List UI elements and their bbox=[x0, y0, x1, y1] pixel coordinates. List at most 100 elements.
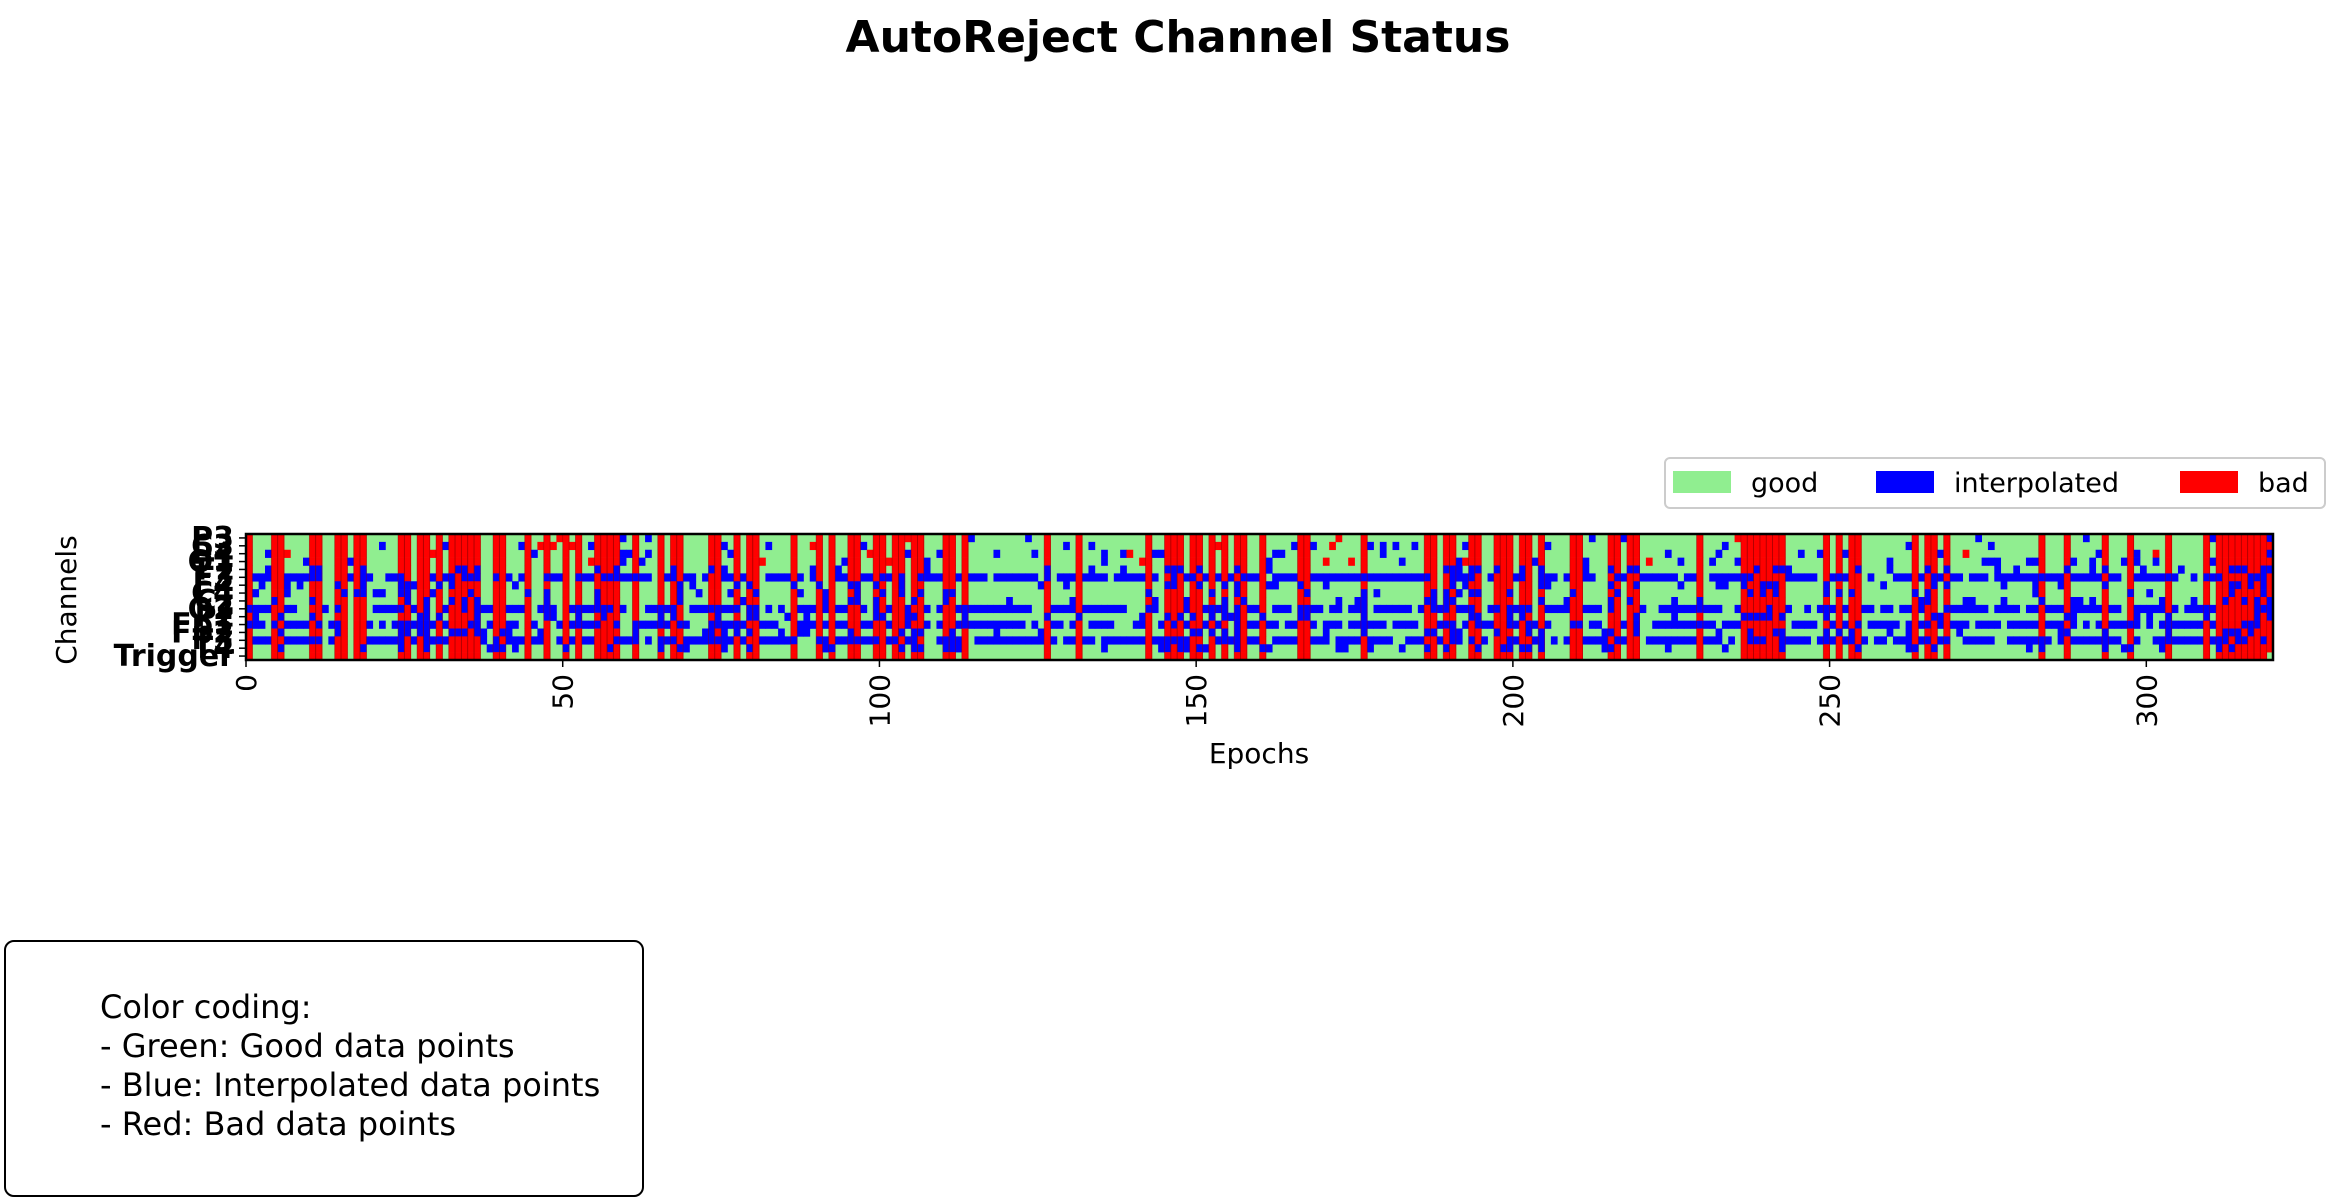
heatmap-cell-bad bbox=[271, 604, 279, 614]
heatmap-cell-interpolated bbox=[486, 644, 494, 653]
heatmap-cell-interpolated bbox=[1449, 573, 1457, 582]
heatmap-cell-bad bbox=[885, 557, 893, 566]
heatmap-cell-bad bbox=[2266, 644, 2274, 653]
heatmap-cell-interpolated bbox=[923, 573, 931, 582]
heatmap-cell-bad bbox=[455, 549, 462, 558]
heatmap-cell-interpolated bbox=[2025, 604, 2033, 614]
heatmap-cell-bad bbox=[746, 565, 754, 574]
heatmap-cell-interpolated bbox=[2177, 636, 2185, 645]
heatmap-cell-interpolated bbox=[911, 644, 918, 653]
heatmap-cell-interpolated bbox=[1246, 604, 1254, 614]
heatmap-cell-interpolated bbox=[645, 636, 652, 645]
heatmap-cell-bad bbox=[2247, 612, 2255, 621]
heatmap-cell-interpolated bbox=[1943, 581, 1951, 590]
heatmap-cell-bad bbox=[759, 557, 766, 566]
heatmap-cell-bad bbox=[1208, 597, 1216, 606]
heatmap-cell-bad bbox=[942, 604, 950, 614]
heatmap-cell-bad bbox=[873, 557, 880, 566]
heatmap-cell-bad bbox=[2222, 541, 2230, 551]
heatmap-cell-interpolated bbox=[531, 636, 538, 645]
heatmap-cell-bad bbox=[2241, 589, 2249, 598]
heatmap-cell-interpolated bbox=[1506, 644, 1514, 653]
heatmap-cell-interpolated bbox=[1405, 620, 1412, 629]
heatmap-cell-interpolated bbox=[974, 620, 982, 629]
heatmap-cell-interpolated bbox=[474, 604, 481, 614]
heatmap-cell-interpolated bbox=[1031, 620, 1039, 629]
heatmap-cell-bad bbox=[676, 565, 684, 574]
heatmap-cell-interpolated bbox=[1234, 644, 1241, 653]
heatmap-cell-bad bbox=[676, 549, 684, 558]
heatmap-cell-bad bbox=[1303, 597, 1311, 606]
heatmap-cell-interpolated bbox=[1804, 636, 1811, 645]
heatmap-cell-interpolated bbox=[1379, 604, 1387, 614]
heatmap-cell-bad bbox=[828, 597, 836, 606]
heatmap-cell-interpolated bbox=[423, 604, 431, 614]
heatmap-cell-interpolated bbox=[1943, 565, 1951, 574]
heatmap-cell-interpolated bbox=[2032, 557, 2040, 566]
heatmap-cell-bad bbox=[961, 549, 969, 558]
heatmap-cell-interpolated bbox=[2165, 628, 2173, 637]
heatmap-cell-interpolated bbox=[429, 636, 437, 645]
heatmap-cell-bad bbox=[1449, 604, 1457, 614]
heatmap-cell-interpolated bbox=[1880, 581, 1887, 590]
heatmap-cell-bad bbox=[2254, 557, 2261, 566]
heatmap-cell-interpolated bbox=[2266, 597, 2274, 606]
heatmap-cell-interpolated bbox=[271, 597, 279, 606]
heatmap-cell-bad bbox=[277, 620, 285, 629]
heatmap-cell-interpolated bbox=[708, 565, 716, 574]
heatmap-cell-bad bbox=[607, 541, 614, 551]
heatmap-cell-bad bbox=[1607, 636, 1615, 645]
heatmap-cell-interpolated bbox=[727, 573, 735, 582]
heatmap-cell-bad bbox=[246, 628, 253, 637]
heatmap-cell-interpolated bbox=[2006, 620, 2014, 629]
y-tick-label: Fp1 bbox=[171, 608, 234, 643]
heatmap-cell-interpolated bbox=[797, 604, 804, 614]
heatmap-cell-bad bbox=[816, 557, 823, 566]
heatmap-cell-bad bbox=[398, 565, 405, 574]
heatmap-cell-bad bbox=[543, 557, 551, 566]
heatmap-cell-bad bbox=[1569, 612, 1577, 621]
heatmap-cell-interpolated bbox=[1715, 573, 1723, 582]
heatmap-cell-bad bbox=[892, 534, 899, 543]
heatmap-cell-bad bbox=[277, 565, 285, 574]
heatmap-cell-bad bbox=[1854, 581, 1862, 590]
heatmap-cell-bad bbox=[2063, 549, 2071, 558]
heatmap-cell-interpolated bbox=[309, 636, 317, 645]
heatmap-cell-interpolated bbox=[1202, 620, 1210, 629]
heatmap-cell-bad bbox=[271, 565, 279, 574]
heatmap-cell-interpolated bbox=[1430, 604, 1438, 614]
heatmap-cell-bad bbox=[398, 549, 405, 558]
heatmap-cell-bad bbox=[1506, 534, 1514, 543]
heatmap-cell-bad bbox=[404, 604, 412, 614]
heatmap-cell-interpolated bbox=[1170, 565, 1178, 574]
heatmap-cell-bad bbox=[1506, 581, 1514, 590]
heatmap-cell-bad bbox=[1943, 597, 1951, 606]
heatmap-cell-bad bbox=[353, 557, 361, 566]
heatmap-cell-interpolated bbox=[398, 589, 405, 598]
heatmap-cell-interpolated bbox=[423, 644, 431, 653]
heatmap-cell-bad bbox=[911, 549, 918, 558]
heatmap-cell-interpolated bbox=[784, 573, 792, 582]
heatmap-cell-interpolated bbox=[1234, 620, 1241, 629]
heatmap-cell-interpolated bbox=[1411, 573, 1419, 582]
heatmap-cell-interpolated bbox=[1392, 541, 1400, 551]
heatmap-cell-bad bbox=[2247, 597, 2255, 606]
heatmap-cell-bad bbox=[1626, 581, 1634, 590]
heatmap-cell-bad bbox=[1930, 636, 1938, 645]
heatmap-cell-interpolated bbox=[404, 581, 412, 590]
heatmap-cell-interpolated bbox=[2234, 565, 2242, 574]
heatmap-cell-bad bbox=[1240, 534, 1248, 543]
heatmap-cell-bad bbox=[1145, 541, 1153, 551]
heatmap-cell-interpolated bbox=[2076, 573, 2084, 582]
heatmap-cell-bad bbox=[1430, 644, 1438, 653]
heatmap-cell-bad bbox=[2260, 652, 2268, 661]
heatmap-cell-interpolated bbox=[759, 620, 766, 629]
heatmap-cell-interpolated bbox=[1215, 604, 1222, 614]
heatmap-cell-bad bbox=[600, 628, 608, 637]
heatmap-cell-interpolated bbox=[930, 573, 937, 582]
heatmap-cell-bad bbox=[1044, 652, 1051, 661]
heatmap-cell-interpolated bbox=[911, 612, 918, 621]
heatmap-cell-interpolated bbox=[1696, 604, 1704, 614]
heatmap-cell-bad bbox=[2063, 604, 2071, 614]
